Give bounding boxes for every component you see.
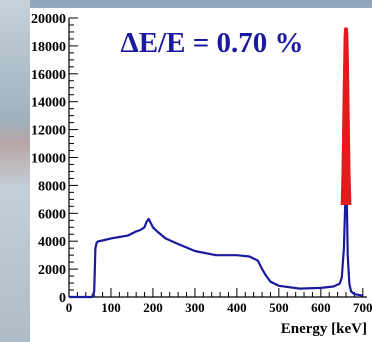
- y-tick-label: 20000: [31, 12, 66, 27]
- photopeak-fit-line: [340, 27, 352, 205]
- y-tick-label: 18000: [31, 40, 66, 55]
- x-tick-label: 500: [269, 300, 289, 315]
- spectrum-line: [69, 128, 363, 299]
- x-axis-label: Energy [keV]: [281, 321, 367, 337]
- x-tick-label: 700: [353, 300, 372, 315]
- y-tick-label: 12000: [31, 124, 66, 139]
- x-tick-label: 0: [66, 300, 73, 315]
- x-tick-label: 400: [227, 300, 247, 315]
- plot-panel: [30, 8, 372, 342]
- x-tick-label: 200: [143, 300, 163, 315]
- background-photo-strip: [0, 0, 30, 342]
- y-tick-label: 8000: [38, 179, 66, 194]
- y-tick-label: 0: [59, 291, 66, 306]
- y-tick-label: 10000: [31, 152, 66, 167]
- axes: 0 100 200 300 400 500 600 700 0 2000 4000 6000 8000 1…: [31, 12, 372, 315]
- y-tick-label: 2000: [38, 263, 66, 278]
- resolution-annotation: ΔE/E = 0.70 %: [121, 27, 304, 59]
- y-tick-label: 4000: [38, 235, 66, 250]
- y-tick-label: 14000: [31, 96, 66, 111]
- y-tick-label: 6000: [38, 207, 66, 222]
- x-tick-label: 600: [311, 300, 331, 315]
- y-tick-label: 16000: [31, 68, 66, 83]
- x-tick-label: 100: [101, 300, 121, 315]
- x-tick-label: 300: [185, 300, 205, 315]
- series-layer: [69, 27, 363, 299]
